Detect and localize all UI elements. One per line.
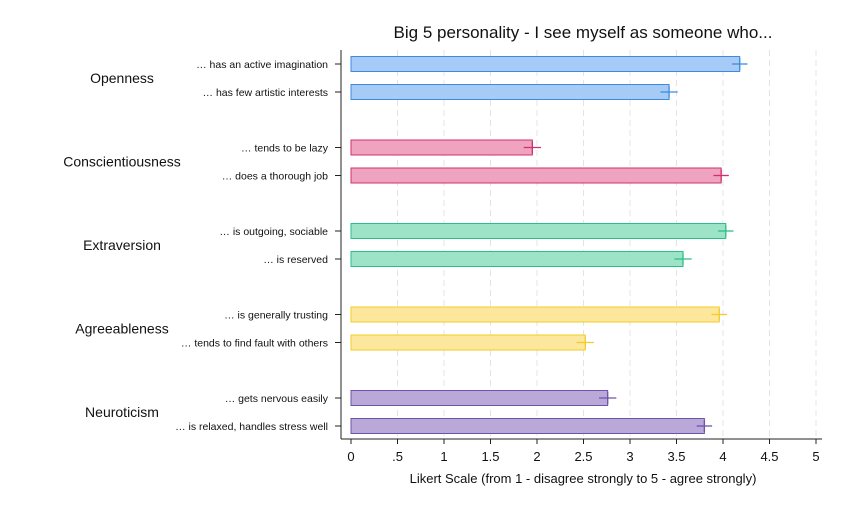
group-label: Agreeableness [75,321,168,337]
category-label: … is generally trusting [224,310,328,322]
bar [350,167,722,184]
x-tick-label: 3 [626,449,633,464]
x-tick-label: 2 [533,449,540,464]
category-label: … gets nervous easily [225,393,329,405]
category-label: … tends to find fault with others [181,338,328,350]
bar [350,390,609,406]
bar [350,223,727,239]
grid-lines [397,50,817,439]
x-tick-label: 5 [812,449,819,464]
category-label: … has few artistic interests [203,87,328,99]
category-label: … is outgoing, sociable [219,226,328,238]
chart-title: Big 5 personality - I see myself as some… [394,23,773,42]
bars [350,56,741,434]
bar [350,84,670,100]
bar [350,139,533,156]
x-axis-label: Likert Scale (from 1 - disagree strongly… [410,471,757,486]
category-label: … has an active imagination [196,59,328,71]
category-label: … is relaxed, handles stress well [175,421,328,433]
bar [350,306,720,323]
x-axis-ticks: 0 .5 1 1.5 2 2.5 3 3.5 4 4.5 5 [347,439,820,464]
confidence-markers [523,58,748,432]
bar [350,56,741,72]
x-tick-label: 4.5 [760,449,778,464]
bar [350,418,705,434]
category-label: … tends to be lazy [241,143,329,155]
x-tick-label: 0 [347,449,354,464]
x-tick-label: 3.5 [667,449,685,464]
group-label: Openness [90,70,154,86]
x-tick-label: 1 [440,449,447,464]
group-label: Neuroticism [85,404,159,420]
bar [350,251,684,267]
x-tick-label: 4 [719,449,726,464]
group-labels: Openness Conscientiousness Extraversion Agr… [63,70,181,420]
x-tick-label: 2.5 [574,449,592,464]
x-tick-label: 1.5 [481,449,499,464]
group-label: Extraversion [83,237,161,253]
bar [350,334,586,351]
x-tick-label: .5 [392,449,403,464]
category-label: … is reserved [263,254,328,266]
category-label: … does a thorough job [222,171,328,183]
group-label: Conscientiousness [63,154,181,170]
category-labels: … has an active imagination … has few art… [175,59,341,433]
